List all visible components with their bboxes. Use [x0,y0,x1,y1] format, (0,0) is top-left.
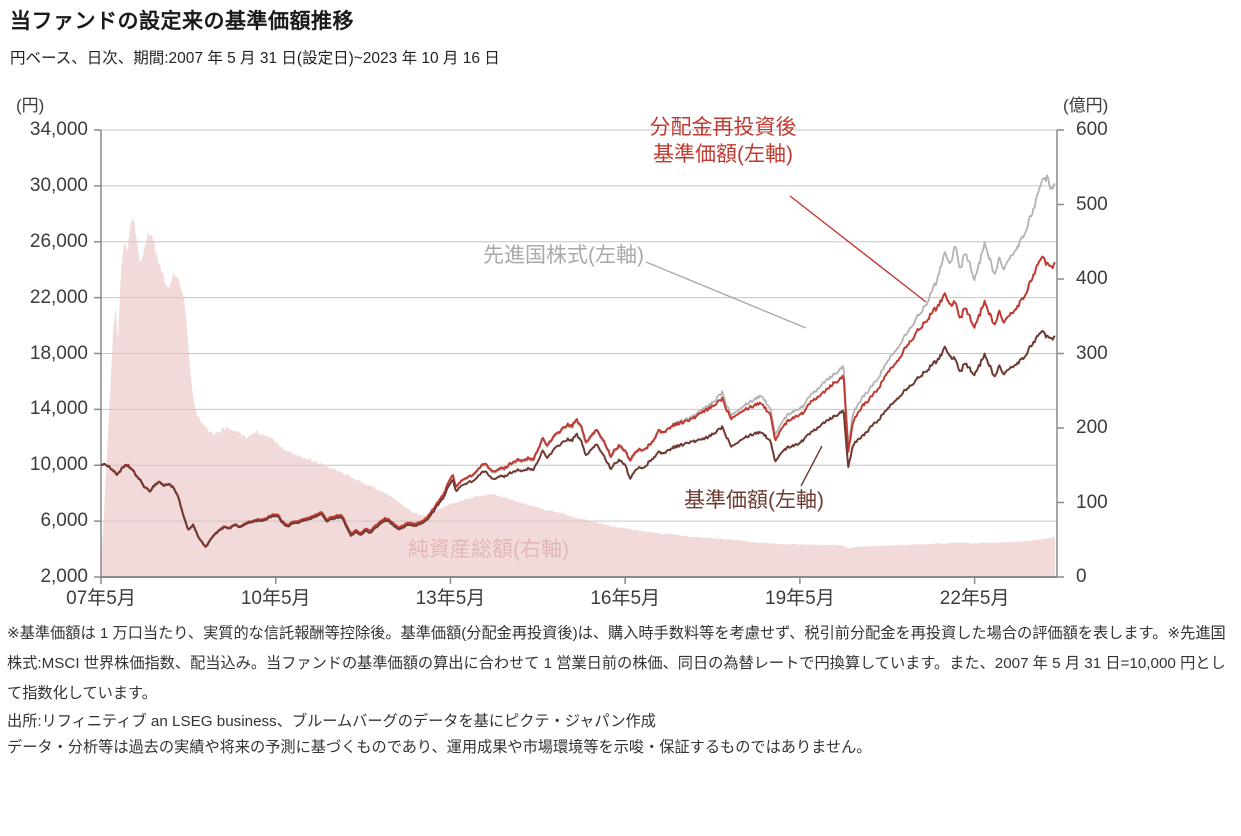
series-line [100,329,1056,548]
chart-subtitle: 円ベース、日次、期間:2007 年 5 月 31 日(設定日)~2023 年 1… [10,50,500,67]
page-title: 当ファンドの設定来の基準価額推移 [10,10,354,33]
series-line [100,255,1056,548]
footnote-text: ※基準価額は 1 万口当たり、実質的な信託報酬等控除後。基準価額(分配金再投資後… [7,625,1226,702]
x-axis-tick-label: 16年5月 [590,588,661,609]
y-axis-tick-label-right: 600 [1076,119,1108,140]
dist-reinvested-nav-leader-line [789,195,927,303]
x-axis-tick-label: 10年5月 [240,588,311,609]
left-axis-unit: (円) [16,96,45,115]
y-axis-tick-label-right: 400 [1076,268,1108,289]
right-axis-unit: (億円) [1063,96,1109,115]
y-axis-tick-label-right: 300 [1076,342,1108,364]
y-axis-tick-label-left: 34,000 [29,119,88,140]
net-assets-label: 純資産総額(右軸) [408,538,569,561]
y-axis-tick-label-left: 6,000 [40,510,88,532]
msci-world-leader-line [645,261,807,329]
y-axis-tick-label-left: 18,000 [29,342,88,364]
y-axis-tick-label-left: 14,000 [29,398,88,420]
nav-leader-line [800,445,823,487]
chart-canvas [94,129,1064,584]
chart-area: (円) (億円) 34,000 30,000 26,000 22,000 18,000 1… [0,78,1241,638]
x-axis-tick-label: 19年5月 [765,588,835,609]
y-axis-tick-label-right: 200 [1076,417,1108,438]
net-assets-area [101,216,1055,578]
source-text: 出所:リフィニティブ an LSEG business、ブルームバーグのデータを… [7,713,656,730]
y-axis-tick-label-left: 10,000 [29,454,88,476]
y-axis-tick-label-left: 26,000 [29,230,88,252]
y-axis-tick-label-right: 500 [1076,193,1108,215]
nav-label: 基準価額(左軸) [684,489,824,512]
y-axis-tick-label-left: 22,000 [29,286,88,308]
x-axis-tick-label: 22年5月 [939,588,1010,609]
y-axis-tick-label-right: 0 [1076,566,1087,587]
msci-world-label: 先進国株式(左軸) [483,244,644,267]
x-axis-tick-label: 07年5月 [66,588,136,609]
x-axis-tick-label: 13年5月 [415,588,486,609]
dist-reinvested-nav-label: 分配金再投資後 基準価額(左軸) [649,116,797,166]
y-axis-tick-label-left: 30,000 [29,174,88,196]
y-axis-tick-label-left: 2,000 [40,566,88,587]
y-axis-tick-label-right: 100 [1076,491,1108,513]
disclaimer-text: データ・分析等は過去の実績や将来の予測に基づくものであり、運用成果や市場環境等を… [7,739,872,756]
